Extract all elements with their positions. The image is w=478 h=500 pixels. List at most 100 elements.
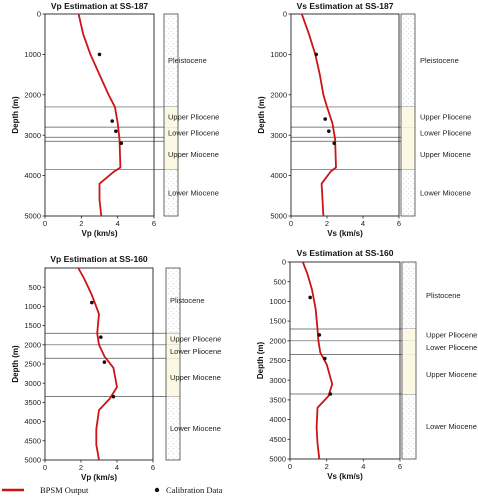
y-tick-label: 0 xyxy=(37,10,41,19)
legend-dots-label: Calibration Data xyxy=(166,485,223,495)
y-axis-label: Depth (m) xyxy=(257,96,266,134)
x-tick-label: 2 xyxy=(325,462,329,471)
formation-column-segment xyxy=(402,262,416,329)
y-tick-label: 3500 xyxy=(24,398,41,407)
formation-label: Lower Miocene xyxy=(170,424,221,433)
y-tick-label: 2000 xyxy=(24,340,41,349)
y-tick-label: 5000 xyxy=(269,455,286,464)
formation-label: Plistocene xyxy=(170,296,205,305)
bpsm-output-line xyxy=(301,261,334,460)
x-tick-label: 4 xyxy=(116,219,120,228)
plot-frame xyxy=(44,13,155,217)
x-tick-label: 4 xyxy=(115,463,119,472)
formation-column-segment xyxy=(401,14,415,107)
bpsm-output-line xyxy=(300,13,337,217)
y-tick-label: 4500 xyxy=(24,436,41,445)
calibration-point xyxy=(99,335,103,339)
y-tick-label: 0 xyxy=(283,10,287,19)
bpsm-output-line xyxy=(77,13,122,217)
y-tick-label: 5000 xyxy=(24,212,41,221)
formation-column xyxy=(165,267,181,461)
calibration-point xyxy=(314,52,319,57)
formation-column xyxy=(163,13,179,217)
chart-panel-3: Vp Estimation at SS-16050010001500200025… xyxy=(11,254,221,482)
y-tick-label: 4000 xyxy=(270,171,287,180)
calibration-point xyxy=(308,295,312,300)
calibration-point xyxy=(323,117,328,121)
y-tick-label: 2000 xyxy=(270,90,287,99)
y-axis-label: Depth (m) xyxy=(256,342,265,380)
formation-label: Lower Pliocene xyxy=(420,129,471,138)
x-axis-label: Vp (km/s) xyxy=(81,229,117,238)
y-tick-label: 2000 xyxy=(24,90,41,99)
bpsm-output-line xyxy=(77,267,118,461)
y-tick-label: 1000 xyxy=(24,302,41,311)
formation-label: Lower Miocene xyxy=(420,188,471,197)
chart-panel-2: Vs Estimation at SS-187 0 1000 2000 3000 4000… xyxy=(257,1,471,238)
formation-label: Upper Miocene xyxy=(168,150,219,159)
calibration-point xyxy=(327,129,331,133)
x-tick-label: 6 xyxy=(397,219,401,228)
x-tick-label: 6 xyxy=(151,463,155,472)
formation-label: Upper Miocene xyxy=(426,370,477,379)
y-tick-label: 3000 xyxy=(24,379,41,388)
chart-title: Vp Estimation at SS-187 xyxy=(51,1,149,11)
formation-label: Lower Pliocene xyxy=(426,343,477,352)
x-tick-label: 2 xyxy=(325,219,329,228)
x-tick-label: 0 xyxy=(288,462,292,471)
formation-column-segment xyxy=(164,14,178,107)
formation-column-segment xyxy=(166,358,180,397)
formation-column-segment xyxy=(402,340,416,355)
chart-panel-4: Vs Estimation at SS-160 0 500 1000 1500 2000 2… xyxy=(256,248,477,481)
calibration-point xyxy=(317,333,322,337)
formation-label: Upper Pliocene xyxy=(420,113,471,122)
chart-title: Vp Estimation at SS-160 xyxy=(50,254,148,264)
formation-label: Upper Pliocene xyxy=(170,335,221,344)
formation-label: Lower Pliocene xyxy=(168,129,219,138)
y-tick-label: 4000 xyxy=(269,415,286,424)
formation-column-segment xyxy=(401,106,415,128)
y-tick-label: 1000 xyxy=(270,50,287,59)
y-tick-label: 5000 xyxy=(24,456,41,465)
formation-column-segment xyxy=(166,268,180,334)
y-tick-label: 3000 xyxy=(24,131,41,140)
formation-label: Upper Pliocene xyxy=(168,113,219,122)
y-tick-label: 1000 xyxy=(269,297,286,306)
y-tick-label: 4000 xyxy=(24,171,41,180)
x-axis-label: Vp (km/s) xyxy=(81,473,117,482)
y-tick-label: 2500 xyxy=(269,356,286,365)
formation-column-segment xyxy=(402,393,416,459)
formation-column xyxy=(401,261,417,460)
legend-dot-swatch xyxy=(154,487,160,493)
calibration-point xyxy=(97,52,102,57)
chart-title: Vs Estimation at SS-160 xyxy=(297,248,394,258)
x-axis-label: Vs (km/s) xyxy=(327,229,363,238)
formation-column-segment xyxy=(164,106,178,128)
y-tick-label: 2000 xyxy=(269,336,286,345)
formation-column-segment xyxy=(166,333,180,345)
formation-column-segment xyxy=(402,328,416,341)
x-tick-label: 0 xyxy=(43,463,47,472)
x-tick-label: 0 xyxy=(43,219,47,228)
formation-column-segment xyxy=(166,344,180,359)
x-tick-label: 0 xyxy=(289,219,293,228)
y-axis-label: Depth (m) xyxy=(11,345,20,383)
y-tick-label: 3000 xyxy=(269,376,286,385)
x-axis-label: Vs (km/s) xyxy=(327,472,363,481)
formation-column-segment xyxy=(166,396,180,460)
formation-label: Pleistocene xyxy=(168,56,207,65)
y-tick-label: 1000 xyxy=(24,50,41,59)
chart-panel-1: Vp Estimation at SS-187 0 1000 2000 3000 4000… xyxy=(11,1,219,238)
formation-label: Pleistocene xyxy=(420,56,459,65)
plot-frame xyxy=(44,267,154,461)
formation-column-segment xyxy=(401,139,415,170)
plot-frame xyxy=(290,13,400,217)
calibration-point xyxy=(110,119,115,123)
formation-column-segment xyxy=(401,127,415,140)
formation-column-segment xyxy=(164,139,178,170)
x-tick-label: 2 xyxy=(79,219,83,228)
formation-label: Lower Miocene xyxy=(168,188,219,197)
legend-line-label: BPSM Output xyxy=(40,485,89,495)
y-tick-label: 500 xyxy=(28,283,41,292)
